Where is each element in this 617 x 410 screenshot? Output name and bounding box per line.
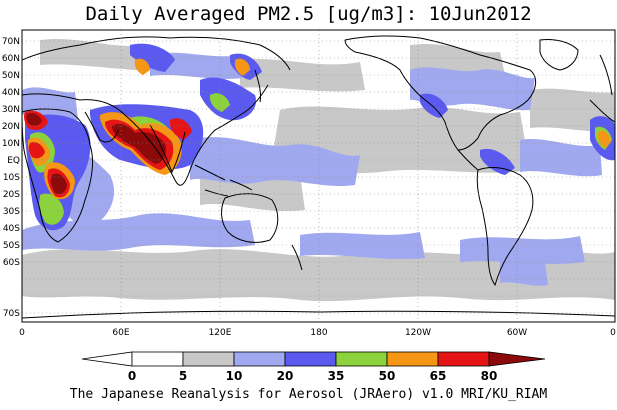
lat-label: 20N	[2, 122, 20, 132]
lon-label: 0	[610, 328, 616, 338]
lat-label: 50N	[2, 71, 20, 81]
colorbar-segment	[386, 351, 439, 367]
lon-label: 120E	[209, 328, 232, 338]
colorbar-segment	[335, 351, 388, 367]
lon-label: 120W	[405, 328, 431, 338]
layer-extreme	[26, 112, 166, 195]
layer-low	[22, 52, 602, 286]
colorbar-left-arrow	[81, 351, 133, 367]
colorbar-label: 5	[179, 369, 187, 383]
plot-frame	[21, 29, 616, 323]
colorbar-label: 20	[277, 369, 294, 383]
colorbar-segment	[131, 351, 184, 367]
lat-label: 20S	[3, 190, 20, 200]
lat-label: EQ	[7, 156, 20, 166]
colorbar-label: 0	[128, 369, 136, 383]
footer-credit: The Japanese Reanalysis for Aerosol (JRA…	[69, 387, 548, 402]
colorbar-right-arrow	[488, 351, 546, 367]
lat-label: 30N	[2, 105, 20, 115]
lat-label: 60S	[3, 258, 20, 268]
colorbar-label: 50	[379, 369, 396, 383]
colorbar-segment	[233, 351, 286, 367]
lat-label: 10S	[3, 173, 20, 183]
lat-label: 70N	[2, 37, 20, 47]
lon-label: 60W	[507, 328, 527, 338]
lat-label: 30S	[3, 207, 20, 217]
coastlines	[22, 35, 615, 319]
lat-label: 60N	[2, 54, 20, 64]
colorbar-label: 10	[226, 369, 243, 383]
colorbar-segment	[437, 351, 490, 367]
lon-label: 60E	[112, 328, 129, 338]
lat-label: 70S	[3, 309, 20, 319]
map-title: Daily Averaged PM2.5 [ug/m3]: 10Jun2012	[85, 3, 532, 25]
colorbar-label: 65	[430, 369, 447, 383]
lat-label: 40N	[2, 88, 20, 98]
lon-label: 180	[310, 328, 327, 338]
colorbar-segment	[182, 351, 235, 367]
lat-label: 40S	[3, 224, 20, 234]
lat-label: 50S	[3, 241, 20, 251]
lat-label: 10N	[2, 139, 20, 149]
colorbar	[81, 351, 546, 367]
colorbar-label: 35	[328, 369, 345, 383]
gridlines	[22, 30, 615, 322]
colorbar-label: 80	[481, 369, 498, 383]
colorbar-segment	[284, 351, 337, 367]
lon-label: 0	[19, 328, 25, 338]
